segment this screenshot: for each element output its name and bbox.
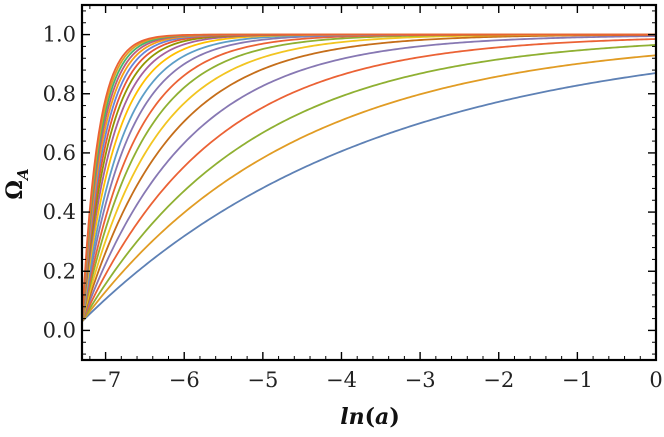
series-line-21 bbox=[81, 33, 656, 322]
chart-series-group bbox=[81, 33, 657, 323]
y-axis-title: ΩA bbox=[2, 168, 32, 199]
y-tick-label: 0.0 bbox=[43, 318, 76, 342]
x-tick-label: −1 bbox=[562, 368, 593, 392]
x-tick-label: −7 bbox=[90, 368, 121, 392]
x-tick-label: −6 bbox=[169, 368, 200, 392]
tick-labels-group: −7 −6 −5 −4 −3 −2 −1 0 0.0 0.2 0.4 0.6 0.8 1.0 bbox=[43, 23, 663, 392]
x-axis-title-fn: ln bbox=[340, 404, 364, 430]
x-tick-label: −3 bbox=[405, 368, 436, 392]
y-tick-label: 0.2 bbox=[43, 259, 76, 283]
y-tick-label: 1.0 bbox=[43, 23, 76, 47]
y-tick-label: 0.6 bbox=[43, 141, 76, 165]
x-axis-title: ln(a) bbox=[340, 404, 399, 430]
x-tick-label: 0 bbox=[649, 368, 662, 392]
y-axis-title-base: Ω bbox=[2, 180, 28, 200]
series-line-4 bbox=[81, 38, 657, 322]
series-line-5 bbox=[81, 35, 657, 322]
series-line-1 bbox=[81, 72, 657, 323]
x-tick-label: −4 bbox=[326, 368, 357, 392]
series-line-10 bbox=[81, 33, 656, 322]
y-tick-label: 0.8 bbox=[43, 82, 76, 106]
x-tick-label: −2 bbox=[483, 368, 514, 392]
series-line-3 bbox=[81, 44, 657, 322]
y-tick-label: 0.4 bbox=[43, 200, 76, 224]
y-axis-title-sub: A bbox=[14, 168, 32, 182]
plot-frame bbox=[80, 3, 658, 362]
series-line-2 bbox=[81, 54, 657, 323]
x-tick-label: −5 bbox=[247, 368, 278, 392]
x-axis-title-arg: a bbox=[375, 404, 389, 430]
